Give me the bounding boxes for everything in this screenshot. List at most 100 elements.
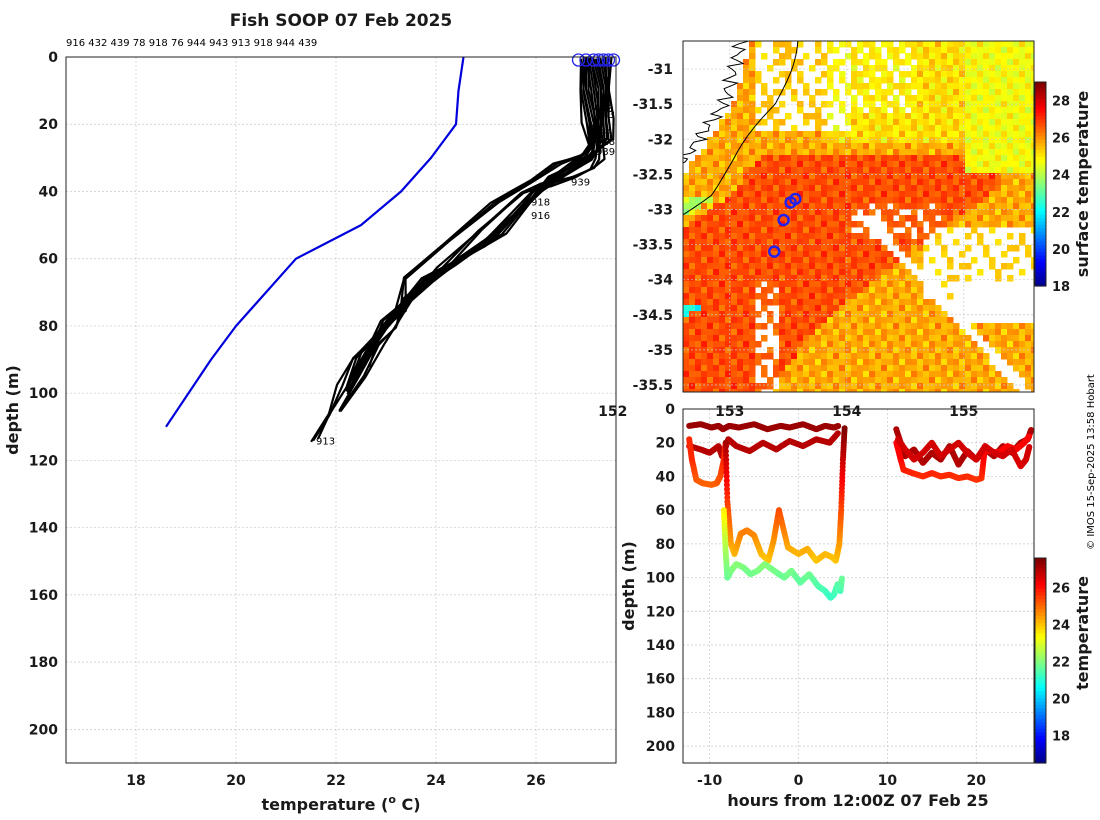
section-x-tick-label: 0 (794, 773, 804, 789)
y-tick-label: 40 (39, 184, 59, 200)
y-tick-label: 200 (29, 722, 58, 738)
section-point (723, 465, 730, 471)
section-y-tick-label: 60 (656, 503, 676, 519)
section-y-tick-label: 40 (656, 469, 676, 485)
profile-ylabel: depth (m) (3, 365, 22, 455)
map-x-tick-label: 154 (832, 404, 861, 420)
section-y-tick-label: 100 (646, 571, 675, 587)
copyright-note: © IMOS 15-Sep-2025 13:58 Hobart (1086, 374, 1097, 550)
map-y-tick-label: -34.5 (633, 308, 673, 324)
coastline-line (683, 41, 749, 164)
section-point (723, 481, 730, 488)
map-x-tick-label: 155 (949, 404, 978, 420)
y-tick-label: 140 (29, 521, 58, 537)
map-y-tick-label: -35.5 (633, 378, 673, 394)
profile-line-918 (345, 58, 598, 392)
section-x-tick-label: -10 (697, 773, 723, 789)
map-y-tick-label: -32.5 (633, 167, 673, 183)
profile-id-label: 939 (571, 177, 590, 188)
start-marker (596, 53, 611, 67)
section-point (724, 494, 731, 501)
start-marker (586, 53, 601, 67)
temperature-colorbar-label: temperature (1073, 576, 1092, 690)
section-point (834, 430, 841, 437)
section-point (724, 490, 731, 497)
map-y-tick-label: -35 (648, 343, 673, 359)
y-tick-label: 60 (39, 252, 59, 268)
climatology-line (165, 56, 465, 428)
sst-heatmap (683, 41, 1034, 392)
profile-series (165, 56, 615, 443)
map-y-tick-label: -33 (648, 202, 673, 218)
map-y-tick-label: -31 (648, 62, 673, 78)
section-points (686, 421, 1035, 601)
section-point (1026, 433, 1033, 440)
map-y-tick-label: -31.5 (633, 97, 673, 113)
profile-id-list: 916 432 439 78 918 76 944 943 913 918 94… (66, 38, 317, 49)
station-markers (768, 192, 802, 258)
station-marker (768, 245, 781, 258)
colorbar-tick-label: 18 (1052, 729, 1070, 744)
shelf-line (683, 41, 799, 216)
temperature-colorbar: 18 20 22 24 26 (1034, 557, 1070, 764)
map-grid (683, 41, 1034, 392)
section-point (838, 575, 845, 582)
chart-title: Fish SOOP 07 Feb 2025 (230, 11, 453, 31)
profile-id-label: 939 (596, 147, 615, 158)
section-y-tick-label: 0 (665, 402, 675, 418)
colorbar-tick-label: 22 (1052, 655, 1070, 670)
profile-id-label: 432 (594, 103, 613, 114)
section-point (1028, 427, 1035, 433)
map-tick-labels: -31 -31.5 -32 -32.5 -33 -33.5 -34 -34.5 -35 -35.5… (598, 62, 978, 420)
section-y-tick-label: 200 (646, 739, 675, 755)
profile-id-label: 916 (531, 211, 550, 222)
y-tick-label: 0 (48, 50, 58, 66)
y-tick-label: 180 (29, 655, 58, 671)
section-point (722, 443, 729, 450)
start-marker (571, 53, 586, 67)
profile-line-916 (338, 57, 596, 413)
colorbar-tick-label: 24 (1052, 169, 1070, 184)
map-y-tick-label: -33.5 (633, 238, 673, 254)
profile-start-markers (571, 53, 621, 67)
section-xlabel: hours from 12:00Z 07 Feb 25 (727, 791, 988, 810)
profile-line-944 (359, 58, 610, 366)
section-y-tick-label: 120 (646, 604, 675, 620)
section-y-tick-label: 180 (646, 705, 675, 721)
profile-line-916 (339, 56, 597, 412)
section-ylabel: depth (m) (619, 541, 638, 631)
section-point (723, 477, 730, 484)
sst-map: -31 -31.5 -32 -32.5 -33 -33.5 -34 -34.5 -35 -35.5… (598, 40, 1092, 420)
section-point (1026, 444, 1033, 450)
start-marker (591, 53, 606, 67)
section-point (841, 425, 848, 432)
y-tick-label: 160 (29, 588, 58, 604)
colorbar-tick-label: 26 (1052, 582, 1070, 597)
y-tick-label: 80 (39, 319, 59, 335)
section-y-tick-label: 160 (646, 672, 675, 688)
station-marker (777, 213, 790, 227)
profile-tick-labels: 18 20 22 24 26 0 20 40 60 80 100 120 140 160 180 200 (29, 50, 546, 789)
section-point (723, 456, 730, 463)
start-marker (606, 53, 621, 67)
profile-id-label: 913 (316, 436, 335, 447)
x-tick-label: 26 (526, 773, 545, 789)
profile-line-944 (368, 56, 615, 368)
station-marker (784, 196, 797, 209)
map-y-tick-label: -32 (648, 132, 673, 148)
colorbar-tick-label: 18 (1052, 280, 1070, 295)
section-y-tick-label: 80 (656, 537, 676, 553)
section-point (723, 460, 730, 467)
section-y-tick-label: 140 (646, 638, 675, 654)
colorbar-tick-label: 20 (1052, 692, 1070, 707)
map-x-tick-label: 153 (715, 404, 744, 420)
section-x-tick-label: 10 (878, 773, 898, 789)
profile-id-label: 944 (594, 127, 613, 138)
profile-line-913 (310, 58, 591, 443)
sst-colorbar-label: surface temperature (1073, 91, 1092, 278)
profile-xlabel: temperature (o C) (261, 793, 420, 814)
x-tick-label: 20 (226, 773, 246, 789)
